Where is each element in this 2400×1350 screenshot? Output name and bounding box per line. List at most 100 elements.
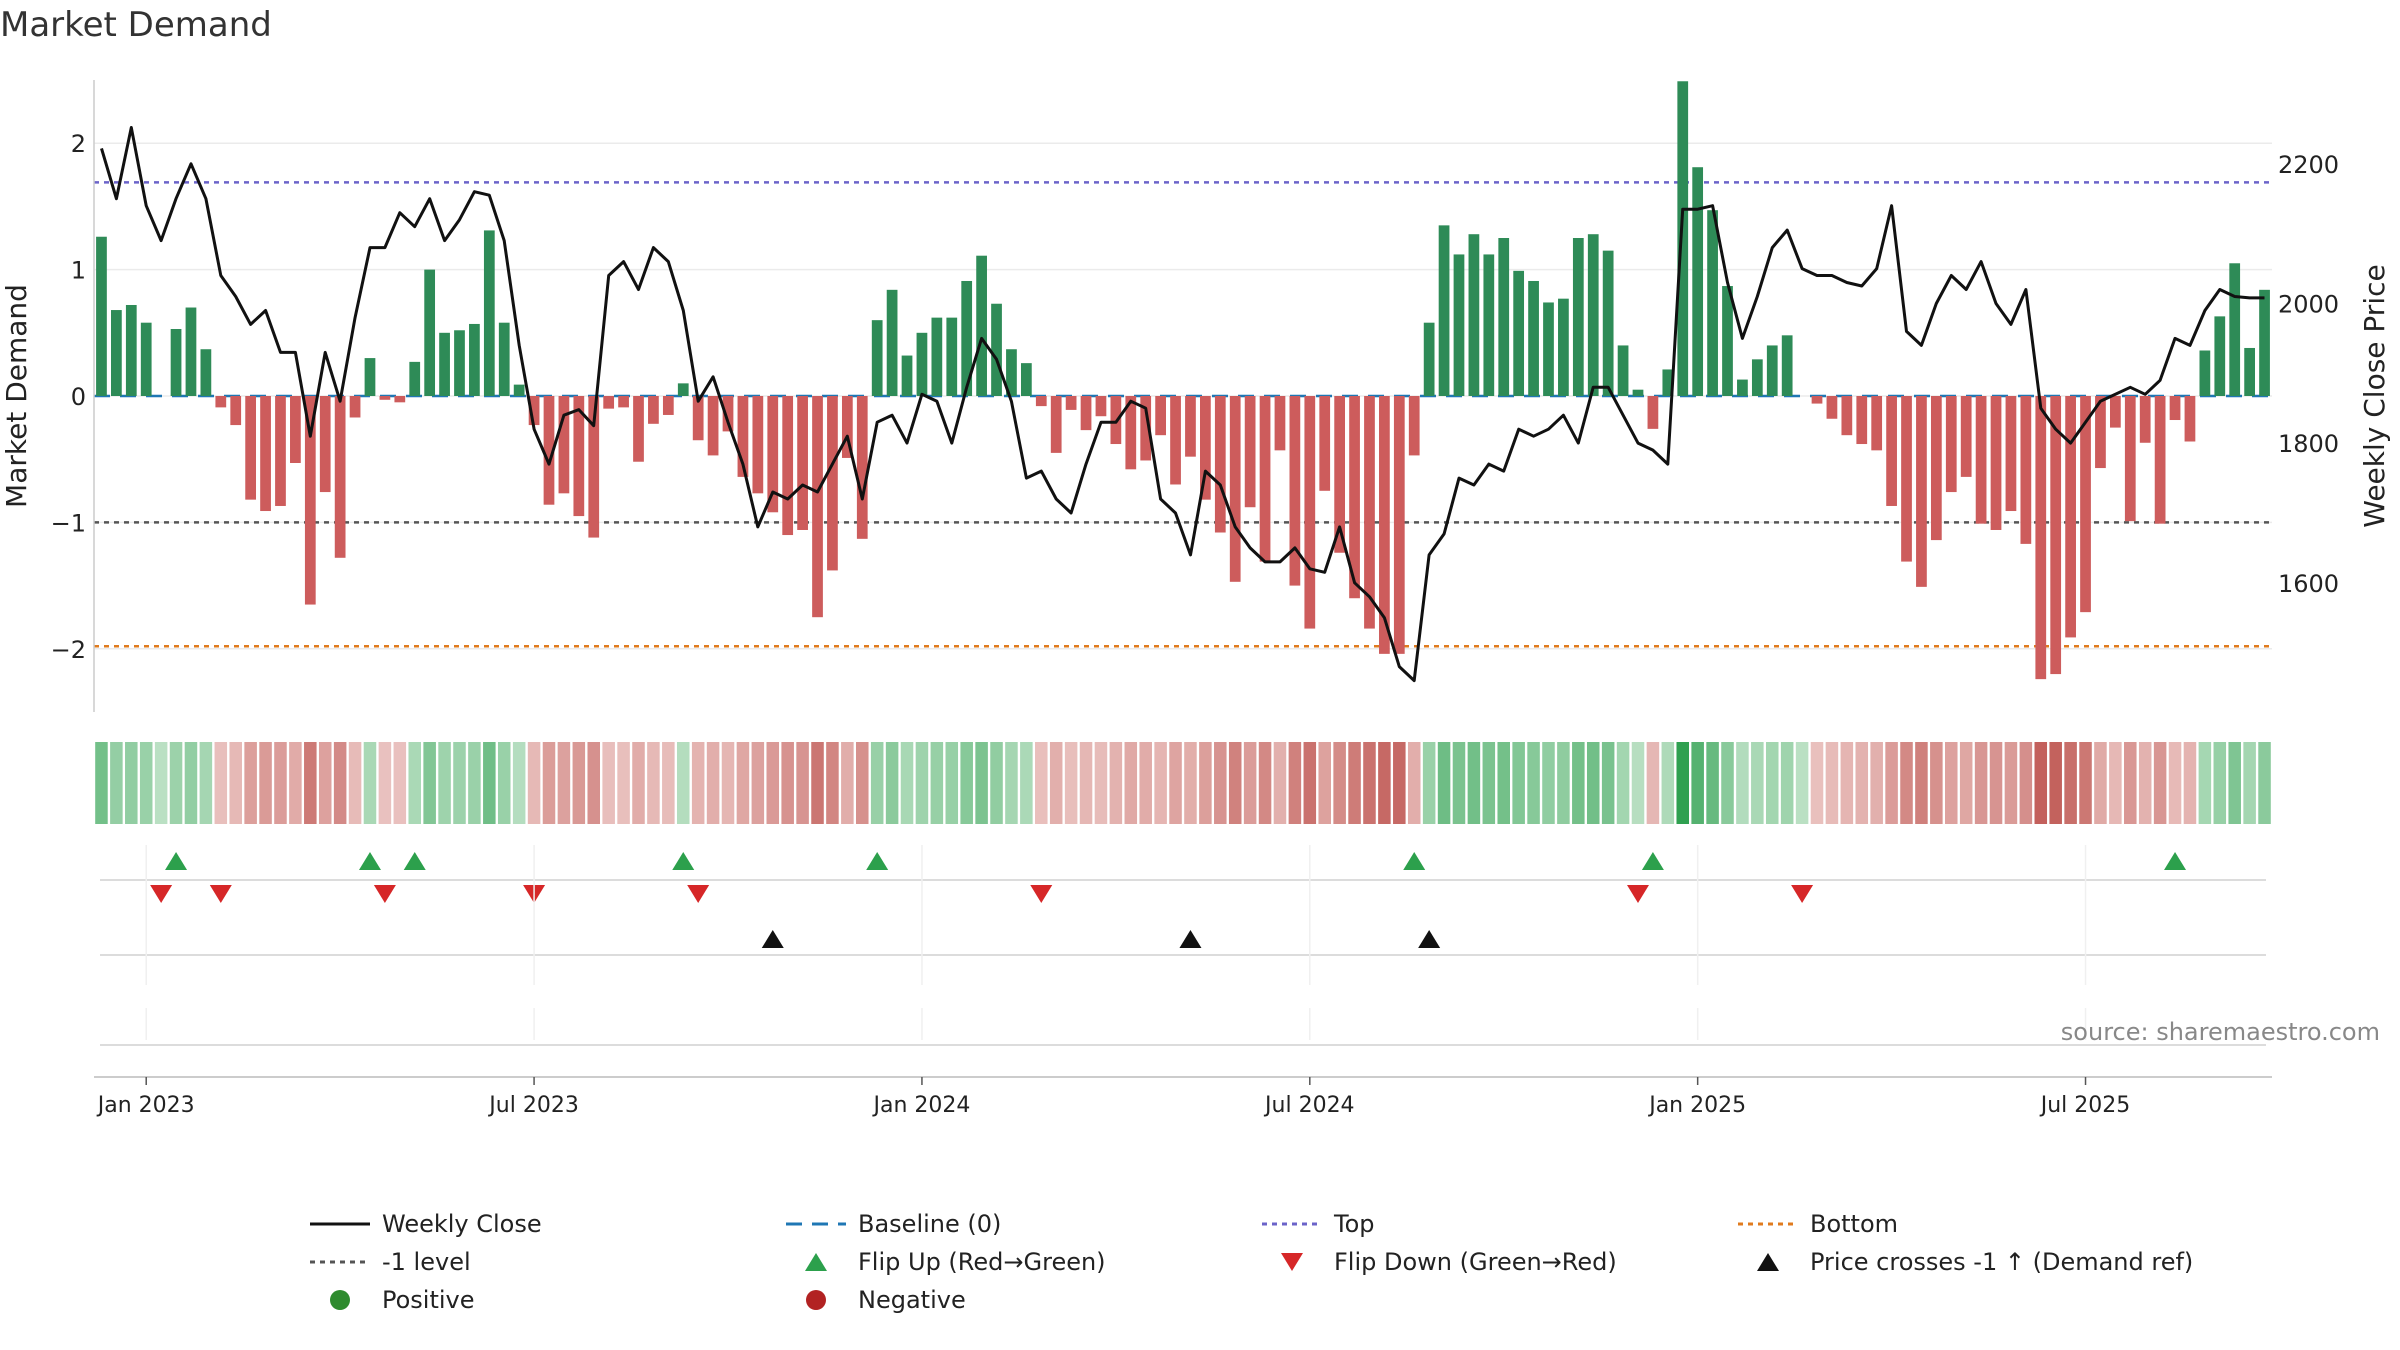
heat-cell bbox=[483, 742, 496, 824]
heat-cell bbox=[602, 742, 615, 824]
demand-bar bbox=[1319, 396, 1331, 491]
price-cross-marker bbox=[1418, 930, 1441, 948]
heat-cell bbox=[2153, 742, 2167, 824]
price-cross-marker bbox=[761, 930, 784, 948]
demand-bar bbox=[1558, 298, 1569, 396]
demand-bar bbox=[901, 355, 913, 396]
demand-bar bbox=[1722, 286, 1733, 396]
demand-bar bbox=[1647, 396, 1659, 429]
demand-bar bbox=[1170, 396, 1181, 485]
demand-bar bbox=[1304, 396, 1316, 629]
demand-bar bbox=[2124, 396, 2136, 522]
x-tick-label: Jul 2025 bbox=[2039, 1093, 2131, 1118]
demand-bar bbox=[1528, 280, 1539, 396]
demand-bar bbox=[111, 310, 122, 396]
heat-cell bbox=[1467, 742, 1481, 824]
demand-bar bbox=[752, 396, 764, 494]
demand-bar bbox=[2050, 396, 2062, 675]
heat-cell bbox=[1616, 742, 1630, 824]
heat-cell bbox=[1870, 742, 1883, 824]
demand-bar bbox=[469, 323, 480, 396]
demand-bar bbox=[1200, 396, 1211, 500]
heat-cell bbox=[1124, 742, 1138, 824]
demand-bar bbox=[1035, 396, 1047, 407]
demand-bar bbox=[1438, 225, 1450, 396]
heat-cell bbox=[1930, 742, 1943, 824]
legend-swatch bbox=[806, 1290, 826, 1310]
demand-bar bbox=[1811, 396, 1823, 404]
heat-cell bbox=[1512, 742, 1525, 824]
y-axis-left-title: Market Demand bbox=[0, 284, 33, 508]
demand-bar bbox=[290, 396, 301, 463]
demand-heatstrip bbox=[95, 742, 2271, 824]
demand-bar bbox=[2229, 263, 2241, 396]
heat-cell bbox=[1437, 742, 1451, 824]
heat-cell bbox=[318, 742, 332, 824]
heat-cell bbox=[721, 742, 735, 824]
source-credit: source: sharemaestro.com bbox=[2061, 1018, 2380, 1046]
flip-down-marker bbox=[1791, 885, 1814, 903]
demand-bar bbox=[364, 358, 376, 396]
heat-cell bbox=[1049, 742, 1063, 824]
demand-bar bbox=[1766, 345, 1778, 396]
heat-cell bbox=[2213, 742, 2227, 824]
heat-cell bbox=[1288, 742, 1302, 824]
heat-cell bbox=[856, 742, 869, 824]
heat-cell bbox=[2064, 742, 2077, 824]
legend-label: Negative bbox=[858, 1286, 966, 1314]
demand-bar bbox=[379, 396, 391, 400]
heat-cell bbox=[333, 742, 347, 824]
demand-bar bbox=[871, 320, 883, 396]
flip-up-marker bbox=[1641, 852, 1664, 870]
demand-bar bbox=[886, 289, 898, 396]
heat-cell bbox=[2228, 742, 2241, 824]
demand-bar bbox=[558, 396, 570, 494]
price-cross-marker bbox=[1179, 930, 1202, 948]
flip-down-marker bbox=[150, 885, 173, 903]
heat-cell bbox=[139, 742, 153, 824]
heat-cell bbox=[1900, 742, 1913, 824]
demand-bar bbox=[618, 396, 629, 408]
x-tick-label: Jan 2023 bbox=[96, 1093, 195, 1118]
demand-bar bbox=[1140, 396, 1152, 461]
demand-bar bbox=[1513, 270, 1525, 396]
demand-bar bbox=[1871, 396, 1883, 451]
demand-bar bbox=[1841, 396, 1853, 436]
demand-bar bbox=[1677, 81, 1689, 396]
demand-bar bbox=[1244, 396, 1256, 508]
heat-cell bbox=[632, 742, 645, 824]
heat-cell bbox=[1497, 742, 1510, 824]
demand-bar bbox=[991, 303, 1002, 396]
heat-cell bbox=[184, 742, 198, 824]
demand-bar bbox=[245, 396, 257, 500]
demand-bar bbox=[1751, 359, 1763, 396]
demand-bar bbox=[1408, 396, 1420, 456]
demand-bar bbox=[454, 330, 465, 396]
legend-label: Baseline (0) bbox=[858, 1210, 1001, 1238]
demand-bar bbox=[319, 396, 331, 493]
flip-up-marker bbox=[358, 852, 381, 870]
demand-bar bbox=[483, 230, 495, 396]
heat-cell bbox=[110, 742, 123, 824]
heat-cell bbox=[169, 742, 183, 824]
heat-cell bbox=[1363, 742, 1376, 824]
demand-bar bbox=[334, 396, 346, 558]
demand-bar bbox=[96, 236, 107, 396]
demand-bar bbox=[2020, 396, 2032, 544]
demand-bar bbox=[1960, 396, 1972, 477]
heat-cell bbox=[1258, 742, 1272, 824]
y-tick-left: 1 bbox=[71, 257, 86, 285]
heat-cell bbox=[2198, 742, 2212, 824]
demand-bar bbox=[2080, 396, 2091, 613]
heat-cell bbox=[1109, 742, 1123, 824]
demand-bar bbox=[543, 396, 555, 505]
flip-up-marker bbox=[866, 852, 889, 870]
demand-bar bbox=[2035, 396, 2047, 680]
heat-cell bbox=[1765, 742, 1779, 824]
demand-bar bbox=[1214, 396, 1226, 533]
heat-cell bbox=[1959, 742, 1973, 824]
demand-bar bbox=[230, 396, 242, 426]
demand-bar bbox=[2184, 396, 2196, 442]
heat-cell bbox=[1422, 742, 1436, 824]
